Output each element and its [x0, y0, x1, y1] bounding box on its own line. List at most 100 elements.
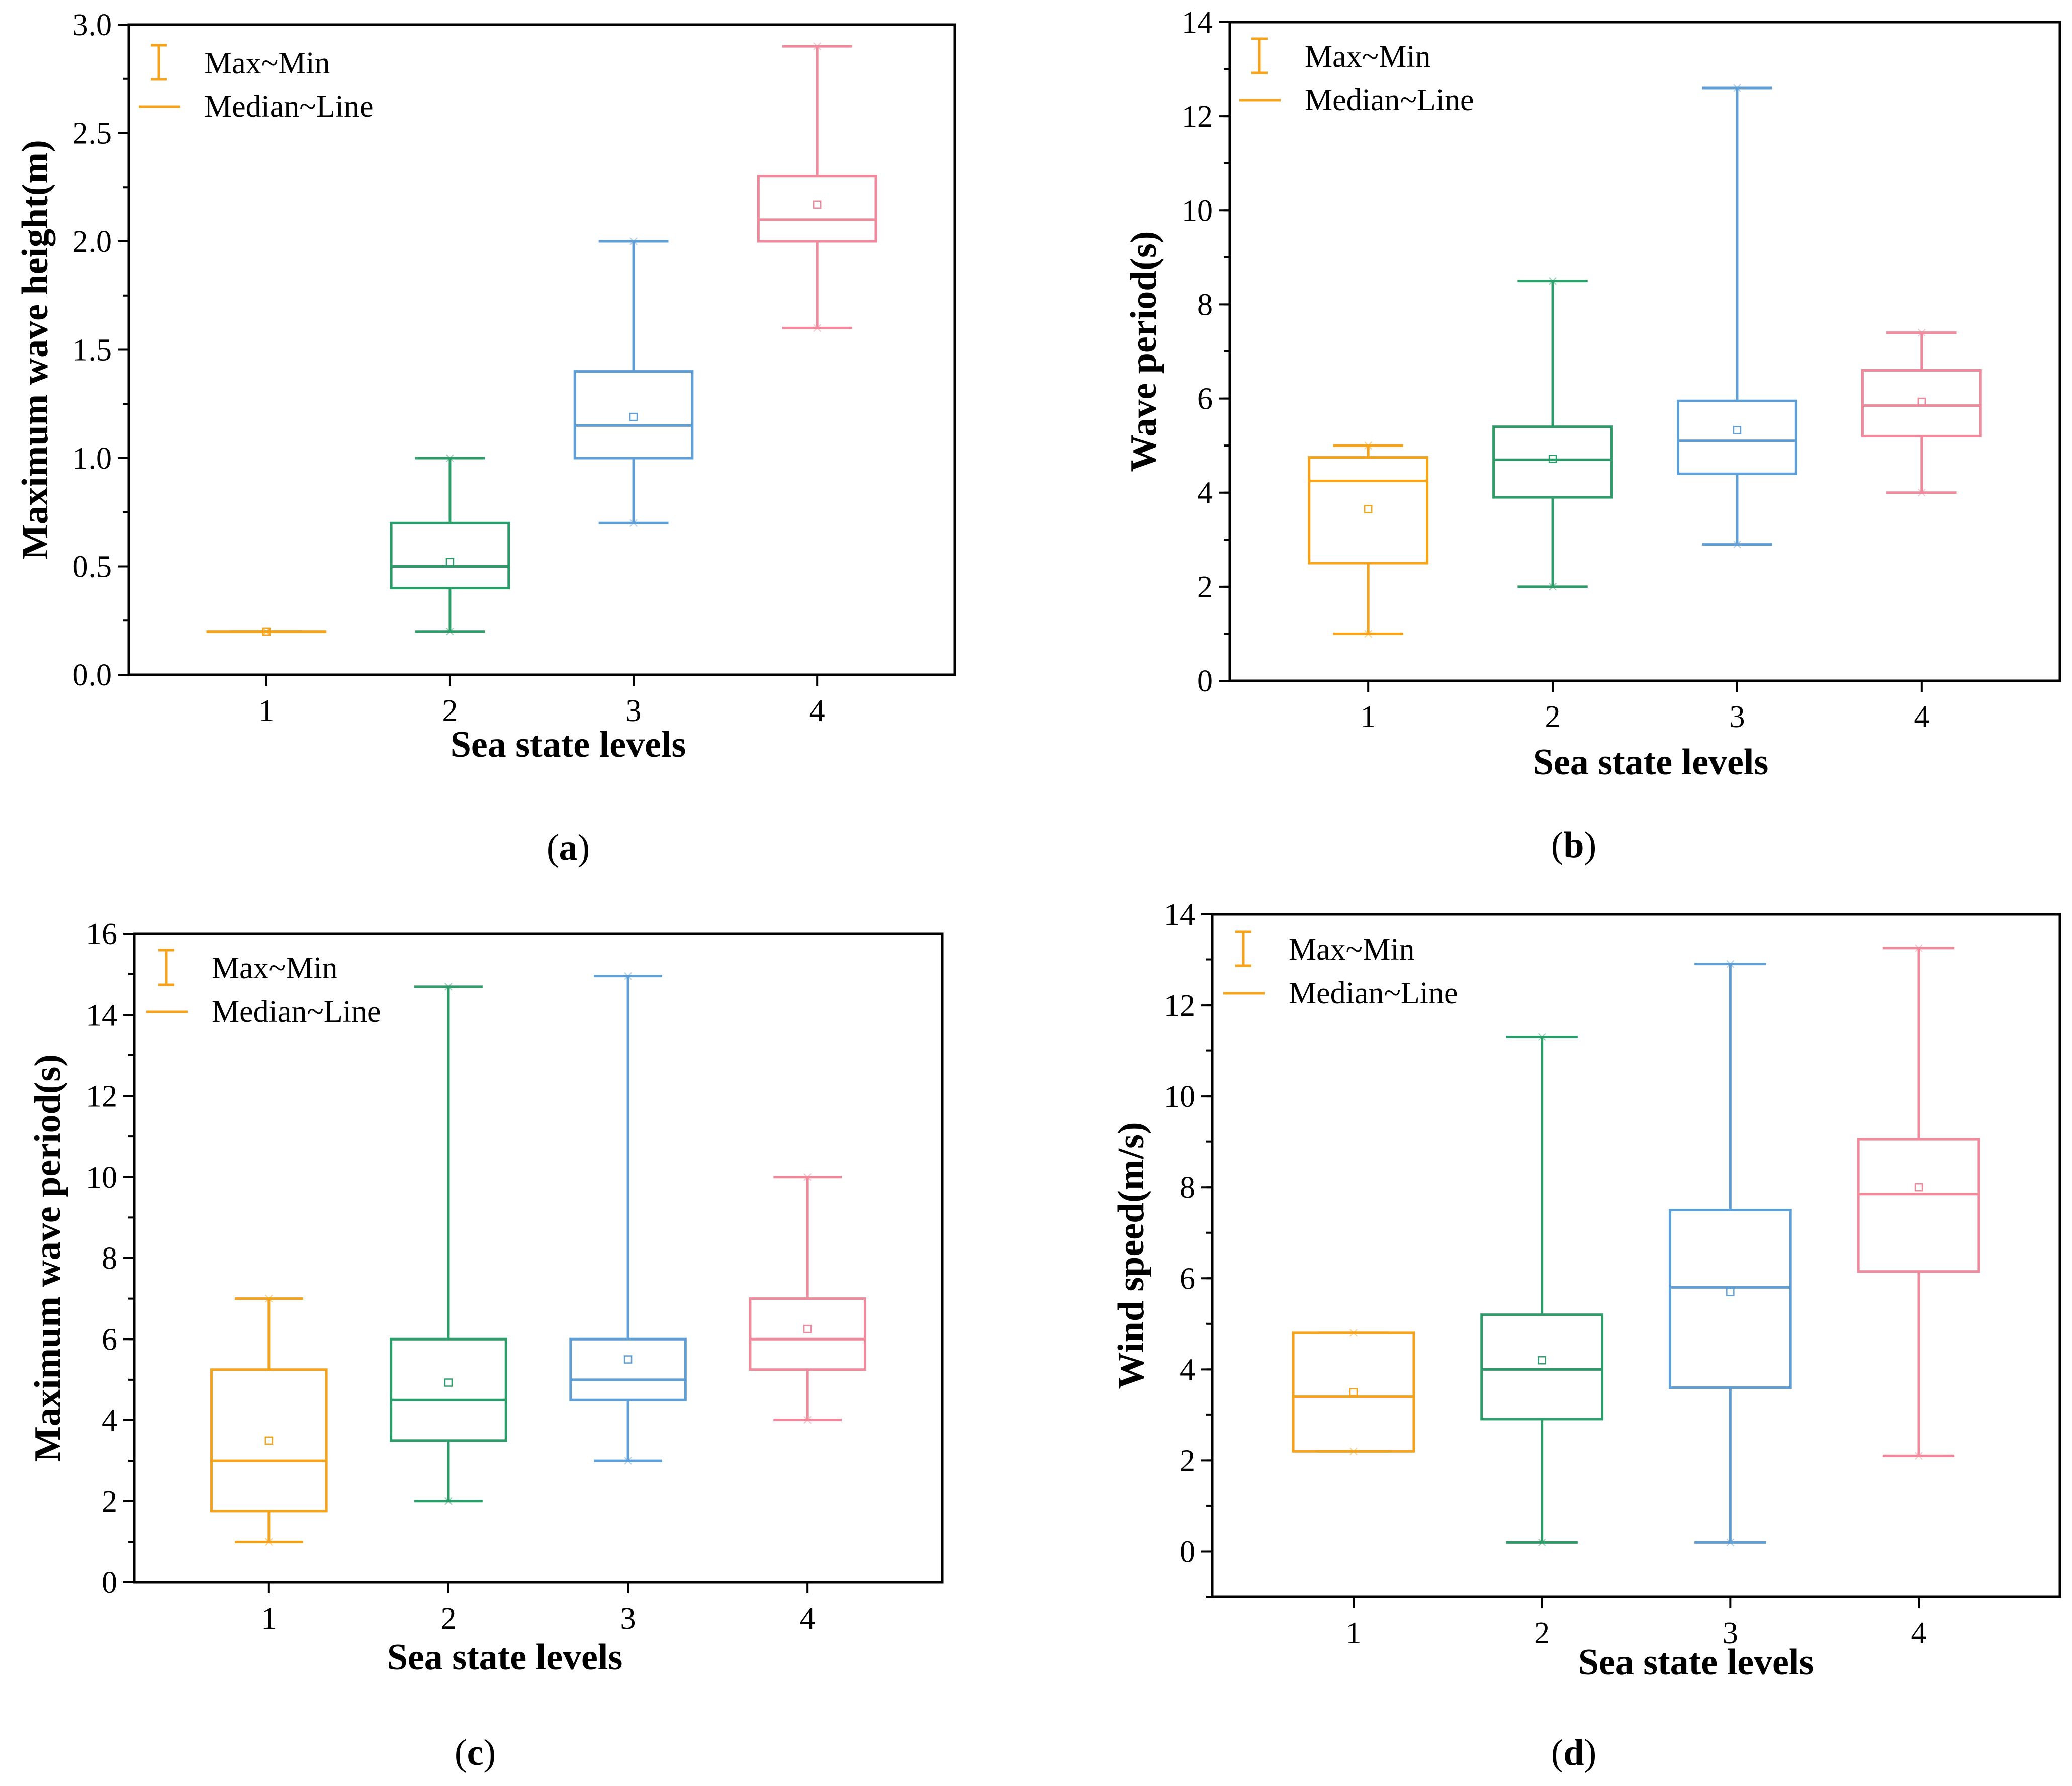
extreme-marker: [1549, 583, 1557, 591]
y-tick-label: 6: [1197, 382, 1213, 416]
y-tick-label: 4: [1180, 1353, 1195, 1387]
iqr-box: [573, 370, 694, 460]
extreme-marker: [265, 1294, 273, 1303]
box-level-4: [749, 1173, 866, 1424]
y-axis-title: Wind speed(m/s): [1111, 1122, 1152, 1389]
iqr-box: [1308, 456, 1429, 565]
box-level-2: [390, 454, 510, 636]
x-tick-label: 4: [809, 694, 825, 728]
box-level-3: [1668, 960, 1792, 1547]
extreme-marker: [444, 1497, 453, 1505]
y-tick-label: 12: [1182, 100, 1213, 134]
extreme-marker: [813, 42, 821, 50]
extreme-marker: [1349, 1329, 1358, 1337]
y-tick-label: 14: [1182, 6, 1213, 40]
extreme-marker: [1549, 277, 1557, 285]
y-tick-label: 10: [86, 1160, 117, 1195]
mean-marker: [1914, 1183, 1923, 1192]
mean-marker: [445, 558, 455, 567]
extreme-marker: [629, 237, 638, 245]
x-tick-label: 3: [620, 1601, 636, 1636]
legend: Max~Min Median~Line: [139, 44, 374, 124]
legend-median-label: Median~Line: [1289, 976, 1458, 1010]
extreme-marker: [813, 324, 821, 332]
y-tick-label: 8: [1180, 1171, 1195, 1205]
extreme-marker: [262, 628, 271, 636]
y-tick-label: 2: [1180, 1444, 1195, 1478]
mean-marker: [813, 200, 822, 209]
extreme-marker: [1538, 1538, 1546, 1547]
x-axis-title: Sea state levels: [1533, 742, 1769, 783]
panel-caption: (b): [1551, 825, 1596, 866]
legend-range-label: Max~Min: [212, 951, 338, 986]
extreme-marker: [1726, 960, 1735, 968]
iqr-box: [749, 1297, 866, 1371]
y-tick-label: 0: [102, 1566, 117, 1600]
extreme-marker: [444, 983, 453, 991]
y-tick-label: 0.5: [73, 550, 112, 584]
mean-marker: [1733, 426, 1742, 434]
y-tick-label: 16: [86, 917, 117, 951]
extreme-marker: [1918, 328, 1926, 337]
box-level-1: [1308, 441, 1429, 638]
panel-caption: (d): [1551, 1732, 1596, 1773]
x-tick-label: 3: [1729, 700, 1745, 734]
box-level-2: [1492, 277, 1613, 591]
plot-frame: [1211, 913, 2061, 1598]
chart-panel-a: 0.0 0.5 1.0 1.5 2.0 2.5 3.0 1 2 3 4 Max~Min Median~L…: [15, 8, 956, 868]
y-tick-label: 12: [1164, 989, 1195, 1023]
iqr-box: [1292, 1331, 1415, 1453]
x-tick-label: 2: [440, 1601, 456, 1636]
x-tick-label: 1: [261, 1601, 277, 1636]
y-axis-title: Wave period(s): [1123, 231, 1164, 472]
box-level-1: [210, 1294, 328, 1546]
y-tick-label: 2: [102, 1485, 117, 1519]
x-tick-label: 1: [258, 694, 274, 728]
y-tick-label: 2: [1197, 570, 1213, 604]
legend: Max~Min Median~Line: [1223, 930, 1458, 1010]
x-tick-label: 2: [1534, 1616, 1550, 1650]
iqr-box: [1861, 369, 1982, 437]
box-level-3: [573, 237, 694, 527]
extreme-marker: [629, 519, 638, 527]
iqr-box: [1480, 1313, 1604, 1421]
extreme-marker: [624, 972, 632, 980]
x-tick-label: 3: [626, 694, 642, 728]
box-level-4: [1857, 944, 1980, 1460]
legend-range-label: Max~Min: [204, 46, 330, 80]
extreme-marker: [1349, 1447, 1358, 1455]
x-tick-label: 4: [800, 1601, 816, 1636]
x-tick-label: 1: [1361, 700, 1376, 734]
iqr-box: [569, 1337, 687, 1401]
iqr-box: [1668, 1208, 1792, 1389]
y-tick-label: 3.0: [73, 8, 112, 42]
legend-median-label: Median~Line: [204, 90, 374, 124]
y-tick-label: 2.5: [73, 117, 112, 151]
plot-frame: [133, 932, 944, 1584]
mean-marker: [1726, 1288, 1735, 1296]
y-tick-label: 8: [1197, 288, 1213, 322]
y-axis-title: Maximum wave height(m): [15, 140, 56, 559]
panel-caption: (c): [455, 1732, 496, 1773]
x-axis-title: Sea state levels: [387, 1637, 623, 1678]
y-tick-label: 4: [102, 1404, 117, 1438]
mean-marker: [444, 1378, 453, 1387]
extreme-marker: [446, 454, 454, 462]
x-tick-label: 3: [1723, 1616, 1738, 1650]
iqr-box: [390, 1337, 507, 1442]
extreme-marker: [1364, 441, 1372, 450]
mean-marker: [803, 1324, 812, 1333]
iqr-box: [1492, 425, 1613, 499]
mean-marker: [623, 1355, 633, 1364]
mean-marker: [1538, 1356, 1546, 1365]
mean-marker: [1917, 397, 1926, 406]
x-tick-label: 4: [1914, 700, 1929, 734]
iqr-box: [1677, 399, 1797, 475]
y-tick-label: 0: [1180, 1535, 1195, 1569]
box-level-2: [1480, 1033, 1604, 1547]
legend: Max~Min Median~Line: [1239, 37, 1474, 117]
y-tick-label: 1.5: [73, 333, 112, 368]
legend-median-label: Median~Line: [1305, 83, 1474, 117]
